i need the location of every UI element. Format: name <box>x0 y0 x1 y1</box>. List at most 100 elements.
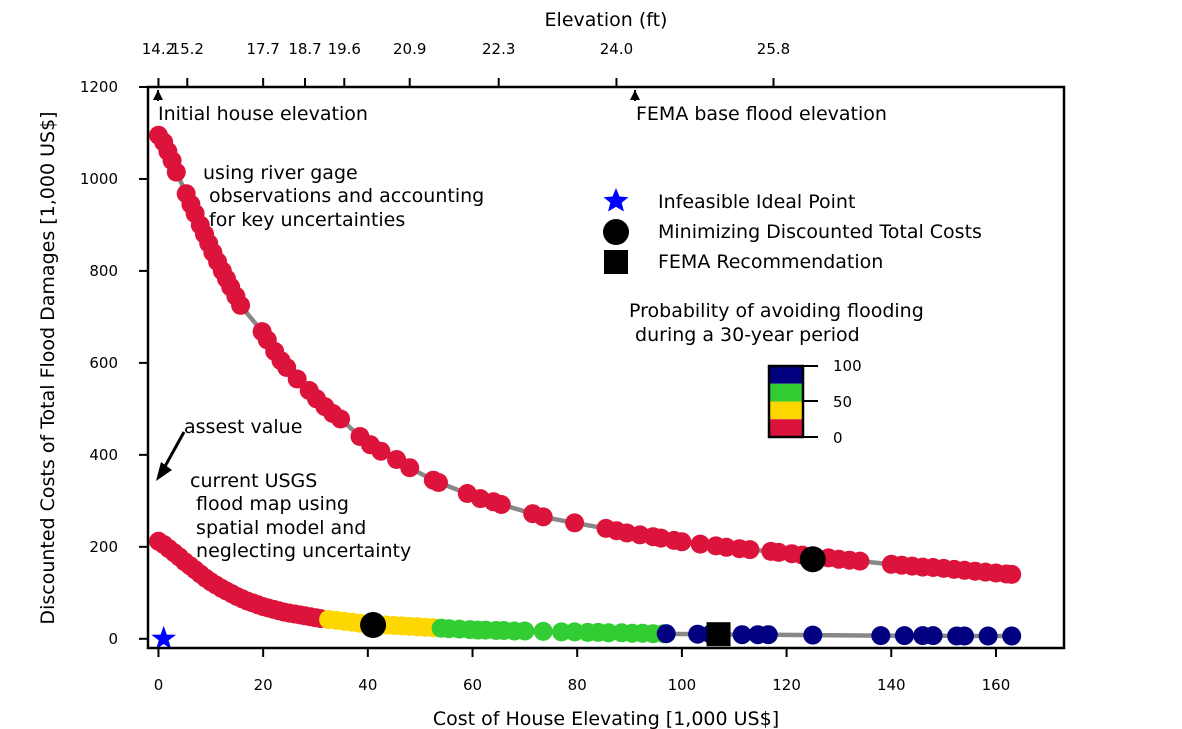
min-cost-marker <box>360 612 387 639</box>
svg-text:observations and accounting: observations and accounting <box>203 185 484 207</box>
legend-star-icon <box>603 188 629 212</box>
data-point <box>740 540 760 560</box>
x-tick-label: 140 <box>877 676 906 694</box>
x-tick-label: 80 <box>568 676 587 694</box>
colorbar-band-mid_low <box>769 401 803 420</box>
svg-text:current USGS: current USGS <box>190 470 317 492</box>
colorbar-tick-0: 0 <box>833 429 843 447</box>
y-tick-label: 800 <box>89 262 118 280</box>
x-tick-label: 160 <box>982 676 1011 694</box>
data-point <box>758 625 778 645</box>
data-point <box>429 473 448 492</box>
top-tick-label: 20.9 <box>393 40 426 58</box>
data-point <box>923 626 943 646</box>
y-axis-ticks: 0 200 400 600 800 1000 1200 <box>80 78 148 648</box>
data-point <box>533 621 553 641</box>
data-point <box>894 626 914 646</box>
svg-text:for key uncertainties: for key uncertainties <box>203 209 405 231</box>
data-point <box>688 624 708 644</box>
colorbar-tick-50: 50 <box>833 393 852 411</box>
data-point <box>552 622 571 642</box>
x-tick-label: 120 <box>772 676 801 694</box>
data-point <box>955 626 974 646</box>
y-axis-label: Discounted Costs of Total Flood Damages … <box>37 111 59 624</box>
data-point <box>287 369 307 389</box>
x-tick-label: 60 <box>463 676 482 694</box>
legend-label-min-cost: Minimizing Discounted Total Costs <box>658 221 982 243</box>
top-tick-label: 18.7 <box>288 40 321 58</box>
fema-bfe-arrow <box>630 90 640 101</box>
data-point <box>871 626 891 646</box>
x-tick-label: 100 <box>668 676 697 694</box>
top-tick-label: 17.7 <box>246 40 279 58</box>
y-tick-label: 200 <box>89 538 118 556</box>
x-axis-ticks: 0 20 40 60 80 100 120 140 160 <box>154 648 1011 694</box>
top-axis-ticks: 14.215.2 17.7 18.7 19.6 20.9 22.3 24.0 25.8 <box>142 40 790 87</box>
data-point <box>231 295 251 315</box>
initial-house-label: Initial house elevation <box>158 103 368 125</box>
data-point <box>491 495 511 514</box>
data-point <box>978 626 998 646</box>
top-axis-label: Elevation (ft) <box>545 9 668 31</box>
data-point <box>166 162 186 182</box>
min-cost-marker <box>799 546 826 573</box>
y-tick-label: 600 <box>89 354 118 372</box>
data-point <box>1002 564 1022 584</box>
fema-bfe-label: FEMA base flood elevation <box>636 103 887 125</box>
legend-label-ideal: Infeasible Ideal Point <box>658 191 855 213</box>
river-gage-annotation: using river gage observations and accoun… <box>203 162 484 231</box>
data-point <box>371 441 391 461</box>
asset-value-label: assest value <box>184 416 302 438</box>
data-point <box>331 409 351 429</box>
usgs-annotation: current USGS flood map using spatial mod… <box>190 470 411 562</box>
colorbar-tick-100: 100 <box>833 357 862 375</box>
svg-text:flood map using: flood map using <box>190 493 349 515</box>
legend-square-icon <box>604 250 628 274</box>
data-point <box>400 458 420 478</box>
colorbar-title-line2: during a 30-year period <box>629 324 860 346</box>
data-point <box>599 623 619 643</box>
svg-text:spatial model and: spatial model and <box>190 517 366 539</box>
initial-house-arrow <box>153 90 163 101</box>
x-tick-label: 20 <box>254 676 273 694</box>
top-tick-label: 14.2 <box>142 40 175 58</box>
top-tick-label: 24.0 <box>600 40 633 58</box>
data-point <box>515 621 535 641</box>
data-point <box>850 551 870 571</box>
colorbar-title-line1: Probability of avoiding flooding <box>629 300 924 322</box>
data-point <box>533 507 553 527</box>
fema-marker <box>706 622 731 647</box>
top-tick-label: 15.2 <box>171 40 204 58</box>
top-tick-label: 19.6 <box>328 40 361 58</box>
svg-text:using river gage: using river gage <box>203 162 358 184</box>
y-tick-label: 400 <box>89 446 118 464</box>
top-tick-label: 22.3 <box>482 40 515 58</box>
legend-circle-icon <box>603 219 629 245</box>
y-tick-label: 1200 <box>80 78 118 96</box>
colorbar-band-mid_high <box>769 383 803 402</box>
data-point <box>803 625 823 645</box>
asset-value-arrow <box>156 431 186 481</box>
colorbar: Probability of avoiding flooding during … <box>629 300 924 447</box>
y-tick-label: 1000 <box>80 170 118 188</box>
x-tick-label: 40 <box>358 676 377 694</box>
data-point <box>656 624 676 644</box>
data-point <box>1002 626 1022 646</box>
data-point <box>672 532 692 552</box>
legend: Infeasible Ideal Point Minimizing Discou… <box>603 188 982 274</box>
data-point <box>732 625 752 645</box>
plot-frame <box>146 85 1066 650</box>
colorbar-band-low <box>769 419 803 437</box>
data-point <box>565 513 585 533</box>
data-point <box>690 534 710 554</box>
highlight-markers <box>151 546 826 650</box>
y-tick-label: 0 <box>108 630 118 648</box>
ideal-point-marker <box>151 625 177 650</box>
x-axis-label: Cost of House Elevating [1,000 US$] <box>433 708 779 729</box>
legend-label-fema: FEMA Recommendation <box>658 251 883 273</box>
top-tick-label: 25.8 <box>757 40 790 58</box>
data-points <box>149 125 1022 646</box>
x-tick-label: 0 <box>154 676 164 694</box>
svg-text:neglecting uncertainty: neglecting uncertainty <box>190 540 411 562</box>
